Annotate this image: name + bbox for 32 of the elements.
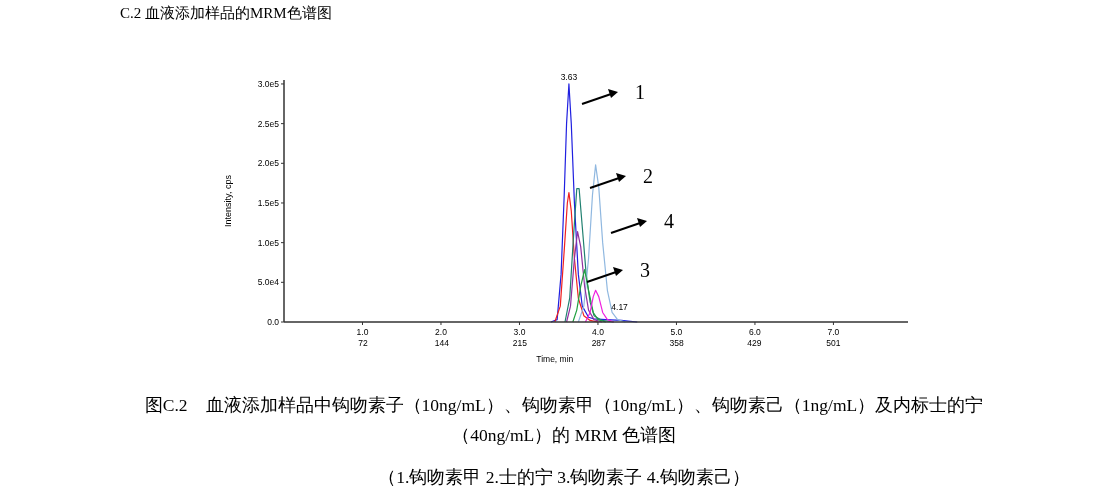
x-tick-label: 6.0	[749, 327, 762, 337]
x-tick-label: 2.0	[435, 327, 448, 337]
x2-tick-label: 358	[669, 338, 684, 348]
y-axis-title: Intensity, cps	[223, 174, 233, 227]
x2-tick-label: 501	[826, 338, 841, 348]
y-tick-label: 2.0e5	[257, 158, 280, 169]
y-tick-label: 2.5e5	[257, 118, 280, 129]
text: 图C.2 血液添加样品中钩吻素子（10ng/mL）、钩吻素甲（10ng/mL）、钩吻素己（1ng/mL）及内标士的宁（40ng/mL）的 MRM 色谱图	[143, 394, 985, 447]
annotation: 3	[640, 259, 650, 281]
x2-tick-label: 215	[512, 338, 528, 348]
y-tick-label: 5.0e4	[257, 277, 280, 288]
annotation: 4	[664, 210, 674, 232]
x2-tick-label: 72	[358, 338, 368, 348]
x2-tick-label: 287	[591, 338, 607, 348]
annotation: 2	[643, 165, 653, 187]
x2-tick-label: 144	[434, 338, 450, 348]
y-tick-label: 0.0	[267, 317, 280, 327]
x2-tick-label: 429	[747, 338, 762, 348]
x-axis-title: Time, min	[536, 354, 574, 364]
y-tick-label: 1.0e5	[257, 237, 280, 248]
text: （1.钩吻素甲 2.士的宁 3.钩吻素子 4.钩吻素己）	[377, 466, 751, 489]
x-tick-label: 5.0	[670, 327, 683, 337]
x-tick-label: 1.0	[356, 327, 369, 337]
chart-title: C.2 血液添加样品的MRM色谱图	[120, 4, 332, 23]
annotation: 1	[635, 81, 645, 103]
annotation: 3.63	[560, 71, 578, 82]
y-tick-label: 1.5e5	[257, 197, 280, 208]
x-tick-label: 3.0	[513, 327, 526, 337]
y-tick-label: 3.0e5	[257, 78, 280, 89]
x-tick-label: 4.0	[592, 327, 605, 337]
x-tick-label: 7.0	[827, 327, 840, 337]
annotation: 4.17	[611, 302, 629, 313]
